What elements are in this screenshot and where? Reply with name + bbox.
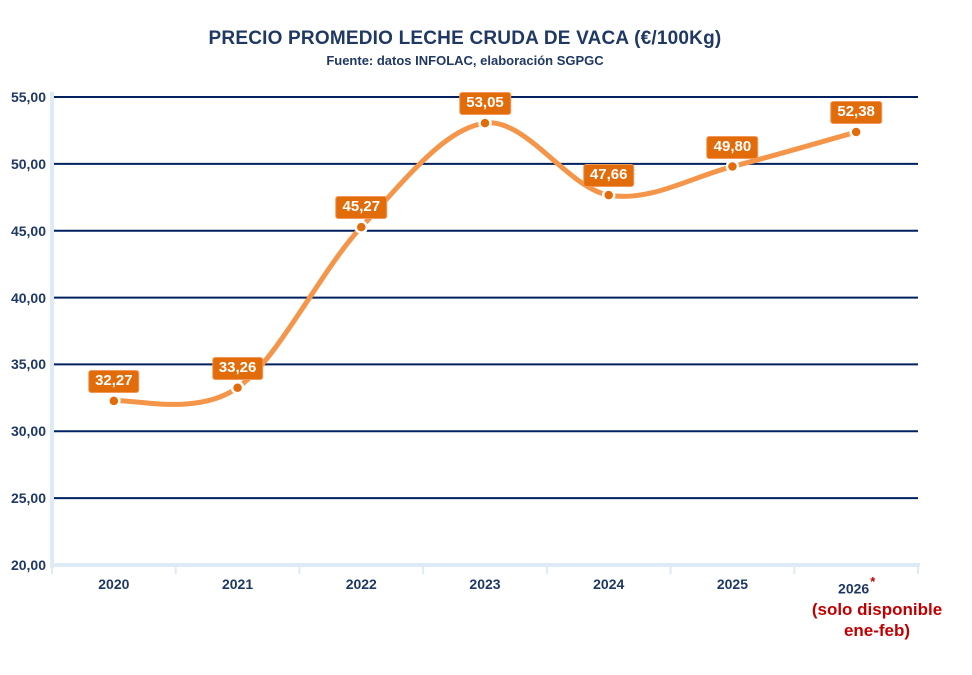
data-point-2026 <box>849 125 863 139</box>
data-point-2023 <box>478 116 492 130</box>
data-label-2021: 33,26 <box>211 356 264 380</box>
data-label-2025: 49,80 <box>706 135 759 159</box>
data-label-2020: 32,27 <box>88 369 140 393</box>
x-axis-label-text: 2023 <box>469 576 501 592</box>
y-axis-label-30,00: 30,00 <box>10 423 46 440</box>
y-axis-label-50,00: 50,00 <box>10 155 46 172</box>
x-axis-label-2021: 2021 <box>183 576 293 592</box>
x-axis-label-text: 2022 <box>345 576 377 592</box>
chart-subtitle: Fuente: datos INFOLAC, elaboración SGPGC <box>326 53 604 68</box>
data-label-2023: 53,05 <box>459 92 511 116</box>
x-axis-label-2025: 2025 <box>677 576 787 592</box>
x-axis-label-2026: 2026* <box>801 574 911 597</box>
data-point-2020 <box>107 394 121 408</box>
x-axis-label-text: 2026 <box>838 580 870 597</box>
y-axis-label-40,00: 40,00 <box>10 289 46 306</box>
x-axis-label-text: 2025 <box>716 576 748 592</box>
footnote-line-1: (solo disponible <box>811 600 943 619</box>
x-axis-label-2024: 2024 <box>554 576 664 592</box>
x-axis-label-text: 2024 <box>593 576 625 592</box>
y-axis-label-55,00: 55,00 <box>10 89 46 105</box>
data-point-2021 <box>230 380 245 395</box>
x-axis-label-2023: 2023 <box>430 576 540 592</box>
x-axis-label-2022: 2022 <box>306 576 416 592</box>
data-label-2026: 52,38 <box>830 101 882 125</box>
y-axis-label-25,00: 25,00 <box>10 490 46 507</box>
y-axis-label-45,00: 45,00 <box>10 222 46 239</box>
data-label-2022: 45,27 <box>335 196 388 220</box>
y-axis-label-35,00: 35,00 <box>10 356 46 373</box>
x-axis-label-text: 2020 <box>98 576 130 592</box>
data-point-2024 <box>601 188 616 202</box>
footnote-line-2: ene-feb) <box>843 621 911 640</box>
chart-title: PRECIO PROMEDIO LECHE CRUDA DE VACA (€/1… <box>208 28 722 49</box>
footnote-asterisk: * <box>870 574 876 589</box>
data-label-2024: 47,66 <box>582 164 635 188</box>
y-axis-label-20,00: 20,00 <box>10 557 46 573</box>
footnote: (solo disponible ene-feb) <box>812 599 942 641</box>
x-axis-label-text: 2021 <box>221 576 254 592</box>
data-point-2022 <box>354 220 369 234</box>
data-point-2025 <box>725 159 740 174</box>
x-axis-label-2020: 2020 <box>59 576 169 592</box>
